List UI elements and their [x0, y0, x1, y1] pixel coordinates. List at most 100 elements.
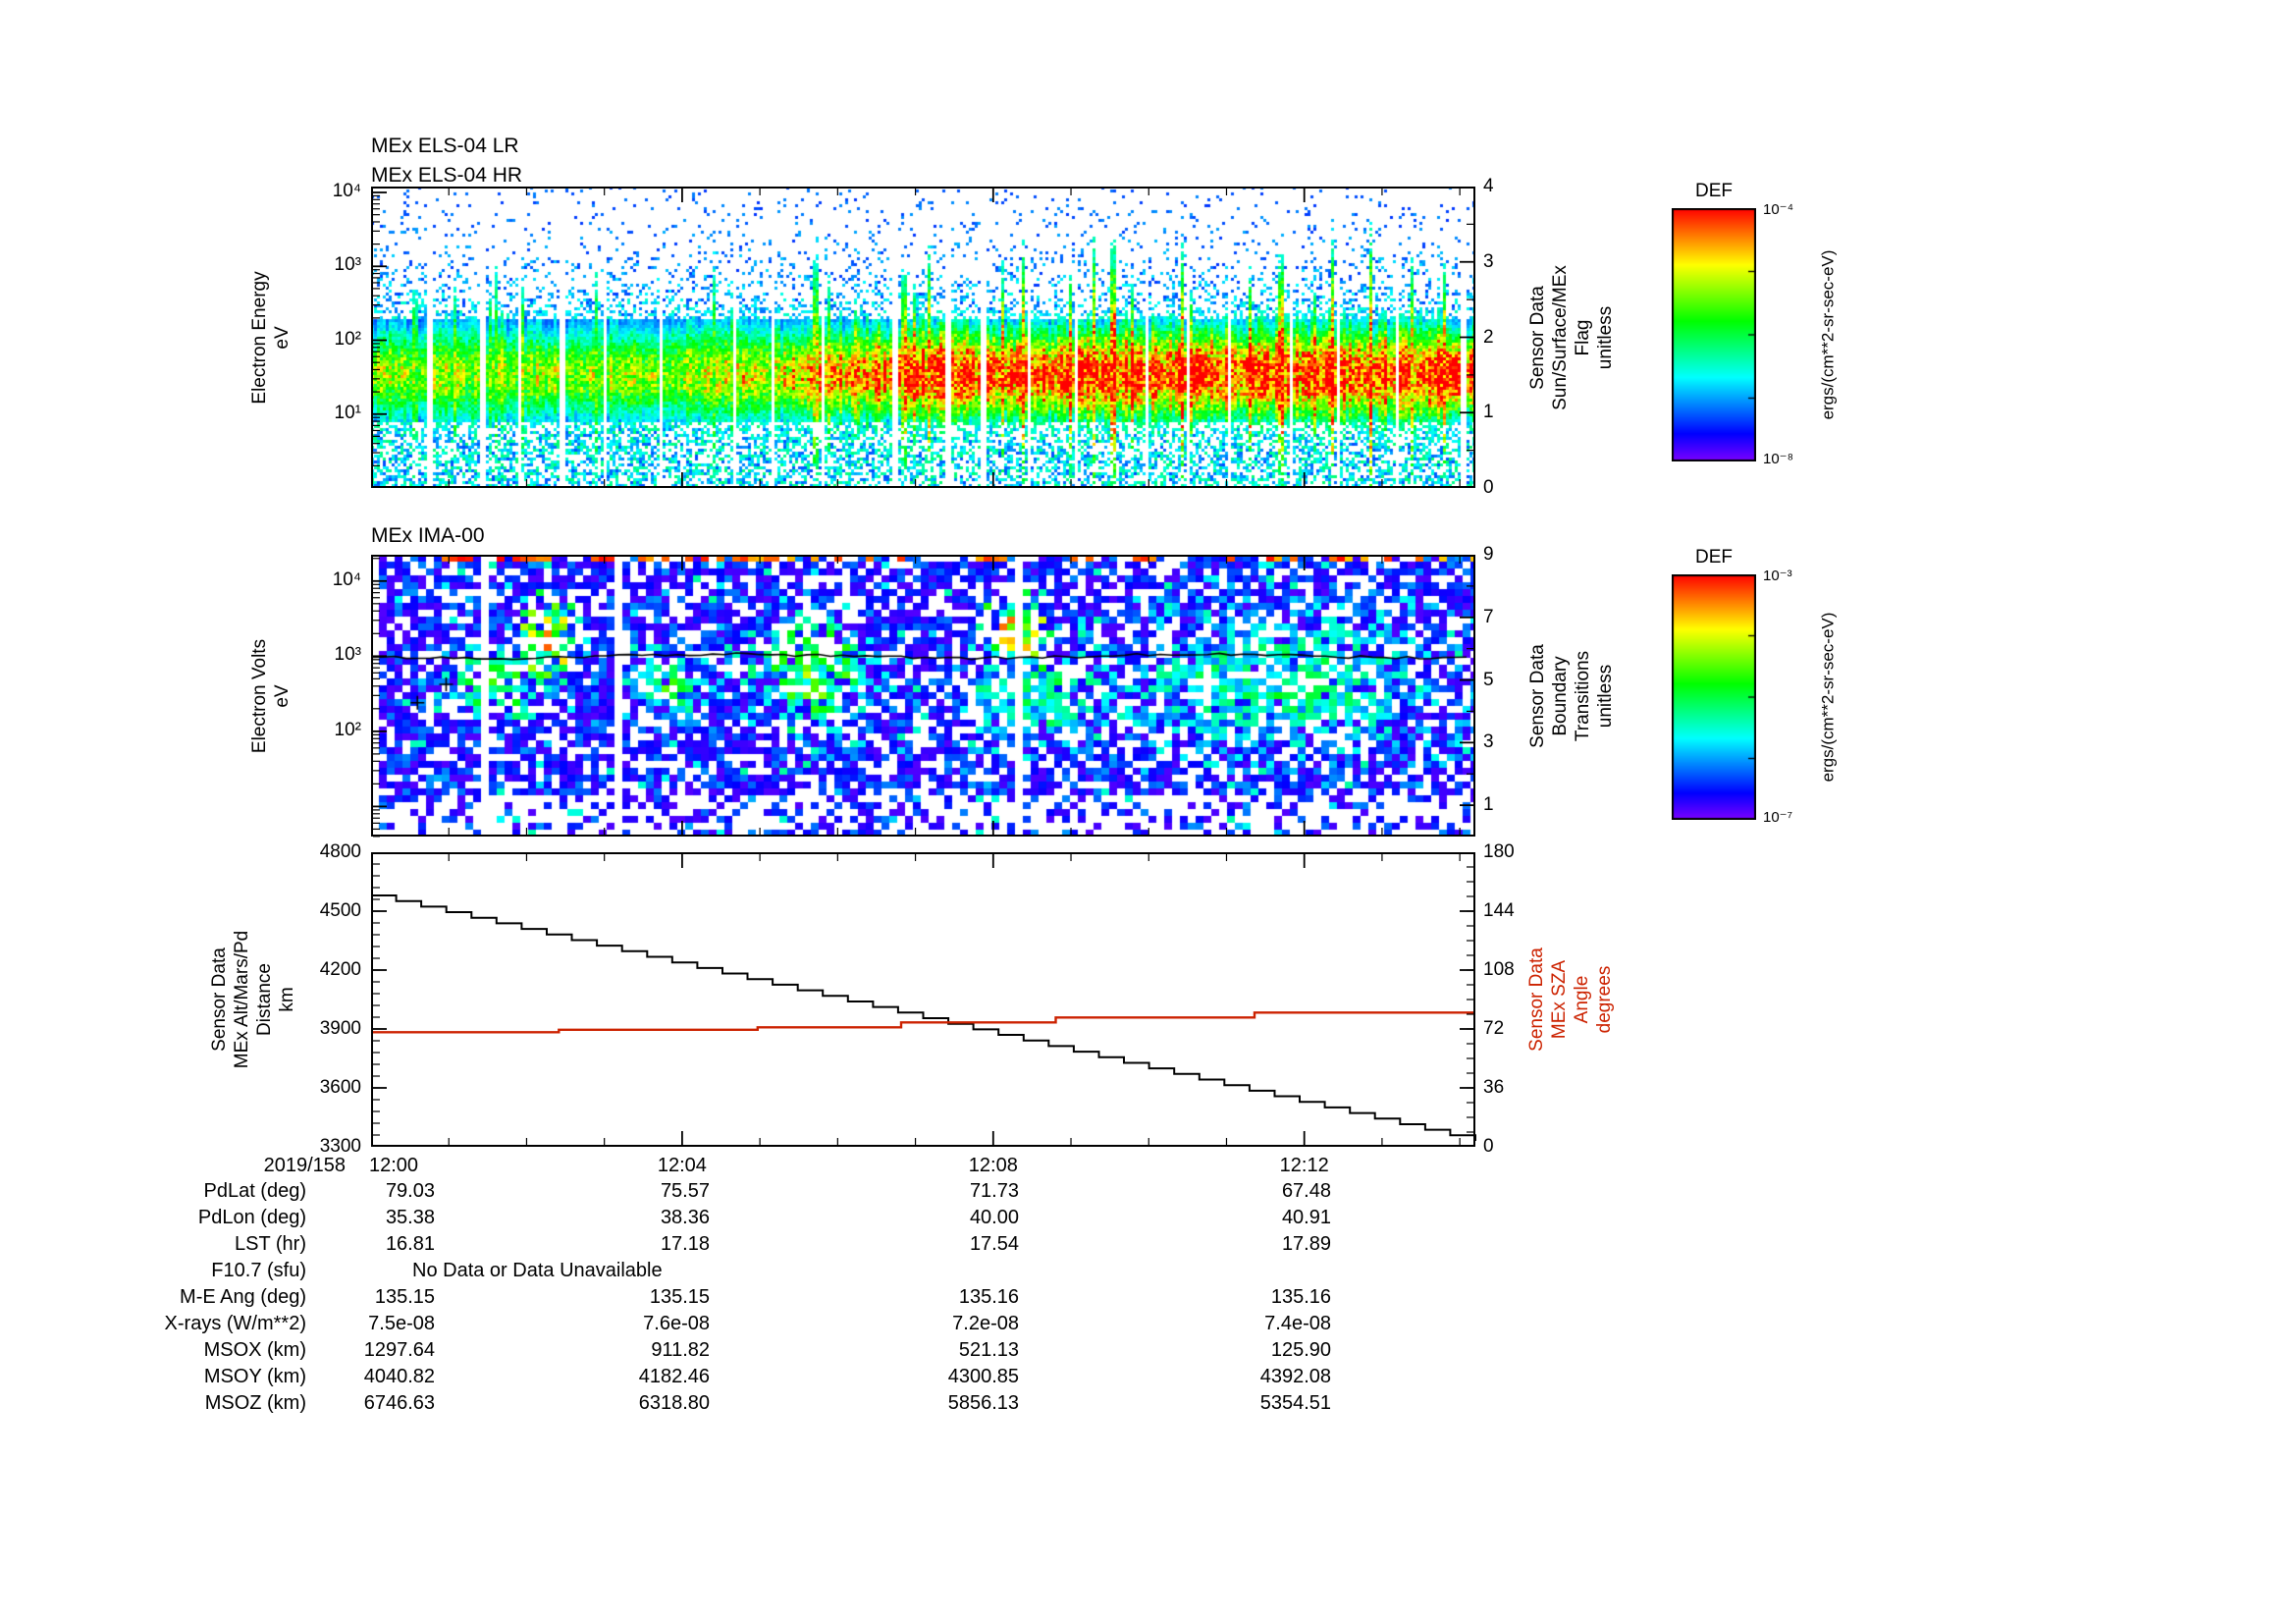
table-row-value: 67.48: [1281, 1180, 1331, 1202]
table-row-value: 135.16: [958, 1286, 1019, 1308]
table-row-label: X-rays (W/m**2): [164, 1313, 306, 1334]
els-ylabel-line1: Electron Energy: [249, 271, 270, 405]
line-left-axis-label: Sensor Data MEx Alt/Mars/Pd Distance km: [209, 930, 297, 1069]
line-left-tick-label: 4500: [319, 900, 361, 921]
els-right-axis-label: Sensor Data Sun/Surface/MEx Flag unitles…: [1527, 265, 1616, 410]
table-row-value: 5354.51: [1259, 1392, 1331, 1414]
els-y-axis-label: Electron Energy eV: [248, 271, 294, 404]
table-row-value: 125.90: [1270, 1339, 1331, 1361]
els-title-lr: MEx ELS-04 LR: [371, 135, 519, 157]
ima-colorbar-max-label: 10⁻³: [1763, 568, 1792, 584]
els-title-hr: MEx ELS-04 HR: [371, 164, 523, 187]
time-tick-label: 12:12: [1279, 1155, 1329, 1176]
els-colorbar: [1672, 208, 1756, 461]
table-row-value: 7.2e-08: [952, 1313, 1019, 1334]
ima-colorbar: [1672, 574, 1756, 820]
table-row-label: MSOY (km): [203, 1366, 306, 1387]
table-row-value: 7.4e-08: [1264, 1313, 1331, 1334]
time-tick-label: 12:08: [968, 1155, 1018, 1176]
ima-colorbar-title: DEF: [1695, 547, 1733, 568]
table-row-value: 17.54: [969, 1233, 1019, 1255]
els-colorbar-max-label: 10⁻⁴: [1763, 201, 1794, 218]
table-row-value: 911.82: [651, 1339, 710, 1361]
line-left-tick-label: 4800: [319, 841, 361, 862]
table-row-value: 1297.64: [363, 1339, 435, 1361]
table-row-value: 17.89: [1281, 1233, 1331, 1255]
table-row-value: 71.73: [969, 1180, 1019, 1202]
table-row-value: 38.36: [660, 1207, 710, 1228]
els-right-tick-label: 3: [1483, 250, 1494, 272]
table-row-value: 135.15: [374, 1286, 435, 1308]
table-row-label: PdLat (deg): [203, 1180, 306, 1202]
line-right-tick-label: 0: [1483, 1136, 1494, 1157]
line-left-tick-label: 4200: [319, 959, 361, 980]
ima-right-tick-label: 5: [1483, 669, 1494, 690]
table-row-value: 135.15: [649, 1286, 710, 1308]
els-panel-titles: MEx ELS-04 LR MEx ELS-04 HR: [371, 132, 522, 190]
els-ytick-label: 10²: [334, 328, 361, 350]
table-row-value: 79.03: [385, 1180, 435, 1202]
table-row-value: 135.16: [1270, 1286, 1331, 1308]
table-row-value: 6746.63: [363, 1392, 435, 1414]
els-right-tick-label: 1: [1483, 402, 1494, 423]
els-ytick-label: 10⁴: [332, 181, 361, 202]
table-row-label: PdLon (deg): [197, 1207, 306, 1228]
table-row-value: 35.38: [385, 1207, 435, 1228]
ima-ytick-label: 10³: [334, 644, 361, 666]
table-row-value: 5856.13: [947, 1392, 1019, 1414]
ima-right-tick-label: 7: [1483, 606, 1494, 627]
line-left-tick-label: 3300: [319, 1136, 361, 1157]
table-row-label: M-E Ang (deg): [180, 1286, 306, 1308]
table-row-value: 7.6e-08: [643, 1313, 710, 1334]
table-row-value: 75.57: [660, 1180, 710, 1202]
table-row-value: 4182.46: [638, 1366, 710, 1387]
table-row-label: LST (hr): [235, 1233, 306, 1255]
table-row-value: 40.00: [969, 1207, 1019, 1228]
ima-axes: [371, 555, 1475, 838]
ima-ytick-label: 10²: [334, 719, 361, 740]
table-row-value: 16.81: [385, 1233, 435, 1255]
els-right-tick-label: 2: [1483, 326, 1494, 348]
table-row-value: 4392.08: [1259, 1366, 1331, 1387]
table-row-label: MSOX (km): [203, 1339, 306, 1361]
els-colorbar-title: DEF: [1695, 181, 1733, 201]
els-axes: [371, 187, 1475, 488]
line-right-axis-label: Sensor Data MEx SZA Angle degrees: [1526, 947, 1615, 1052]
table-row-value: 17.18: [660, 1233, 710, 1255]
line-right-tick-label: 108: [1483, 959, 1515, 980]
time-tick-label: 12:00: [369, 1155, 419, 1176]
ima-right-tick-label: 1: [1483, 794, 1494, 816]
ima-ytick-label: 10⁴: [332, 568, 361, 590]
date-label: 2019/158: [263, 1155, 346, 1176]
ima-panel-title: MEx IMA-00: [371, 521, 485, 551]
table-row-label: F10.7 (sfu): [211, 1260, 306, 1281]
els-colorbar-min-label: 10⁻⁸: [1763, 451, 1793, 467]
ima-ylabel-line1: Electron Volts: [249, 638, 270, 754]
time-tick-label: 12:04: [657, 1155, 707, 1176]
no-data-note: No Data or Data Unavailable: [412, 1260, 663, 1281]
table-row-value: 40.91: [1281, 1207, 1331, 1228]
els-right-tick-label: 4: [1483, 176, 1494, 196]
line-right-tick-label: 180: [1483, 841, 1515, 862]
ima-title: MEx IMA-00: [371, 524, 485, 547]
table-row-value: 4040.82: [363, 1366, 435, 1387]
ima-colorbar-min-label: 10⁻⁷: [1763, 809, 1793, 826]
els-colorbar-unit: ergs/(cm**2-sr-sec-eV): [1818, 249, 1838, 420]
table-row-value: 521.13: [958, 1339, 1019, 1361]
table-row-value: 7.5e-08: [368, 1313, 435, 1334]
table-row-label: MSOZ (km): [204, 1392, 306, 1414]
ima-right-tick-label: 3: [1483, 731, 1494, 753]
line-left-tick-label: 3600: [319, 1077, 361, 1098]
line-right-tick-label: 72: [1483, 1018, 1505, 1039]
els-ytick-label: 10¹: [334, 402, 361, 423]
line-right-tick-label: 144: [1483, 900, 1515, 921]
line-left-tick-label: 3900: [319, 1018, 361, 1039]
line-right-tick-label: 36: [1483, 1077, 1505, 1098]
ima-colorbar-unit: ergs/(cm**2-sr-sec-eV): [1818, 612, 1838, 783]
els-ytick-label: 10³: [334, 254, 361, 276]
els-spectrogram-canvas: [371, 187, 1475, 488]
ima-right-axis-label: Sensor Data Boundary Transitions unitles…: [1527, 644, 1616, 748]
table-row-value: 6318.80: [638, 1392, 710, 1414]
line-plot-svg: [371, 852, 1476, 1147]
